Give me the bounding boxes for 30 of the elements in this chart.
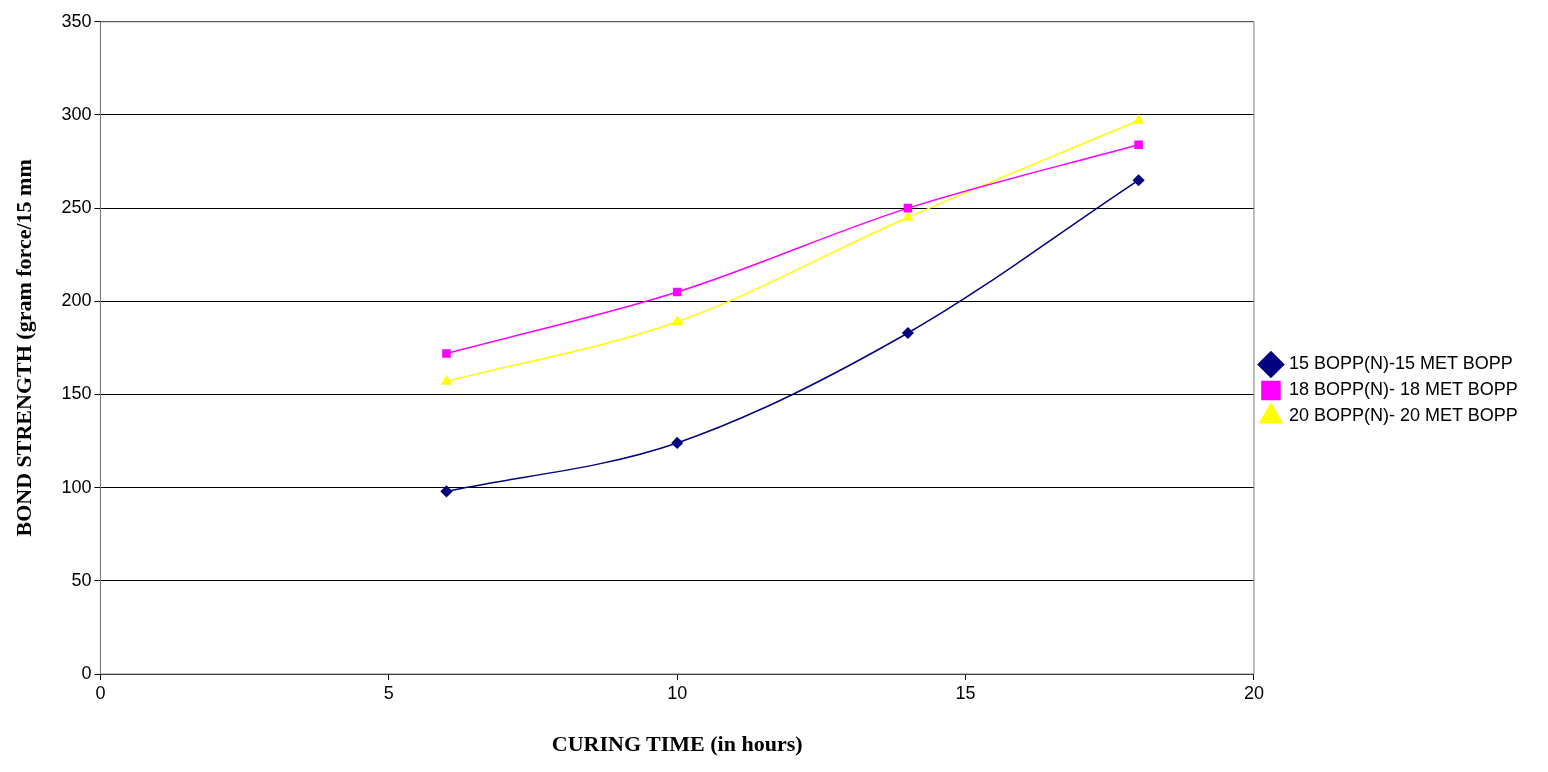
x-tick-label: 20 <box>1243 682 1264 703</box>
point <box>1133 114 1144 124</box>
point <box>1132 174 1145 186</box>
x-axis-title: CURING TIME (in hours) <box>551 731 803 757</box>
x-tick-label: 10 <box>667 682 688 703</box>
y-tick-label: 150 <box>61 383 92 404</box>
point <box>672 287 682 297</box>
point <box>440 485 453 498</box>
point <box>442 349 451 358</box>
point <box>672 316 683 326</box>
point <box>671 437 683 449</box>
point <box>441 375 452 385</box>
point <box>903 203 913 213</box>
y-tick-label: 50 <box>71 569 92 590</box>
point <box>902 211 913 221</box>
y-axis-title: BOND STRENGTH (gram force/15 mm <box>10 159 36 537</box>
y-tick-label: 250 <box>61 197 92 218</box>
y-tick-label: 100 <box>61 476 92 497</box>
legend-label: 20 BOPP(N)- 20 MET BOPP <box>1288 405 1518 426</box>
x-tick-label: 5 <box>383 682 394 703</box>
y-tick-label: 200 <box>61 290 92 311</box>
point <box>902 327 914 339</box>
y-tick-label: 0 <box>81 662 92 683</box>
x-tick-label: 15 <box>955 682 976 703</box>
legend-label: 18 BOPP(N)- 18 MET BOPP <box>1288 379 1518 400</box>
legend-label: 15 BOPP(N)-15 MET BOPP <box>1288 353 1513 374</box>
y-tick-label: 300 <box>61 103 92 124</box>
point <box>1134 140 1143 150</box>
y-tick-label: 350 <box>61 10 92 31</box>
x-tick-label: 0 <box>95 682 106 703</box>
